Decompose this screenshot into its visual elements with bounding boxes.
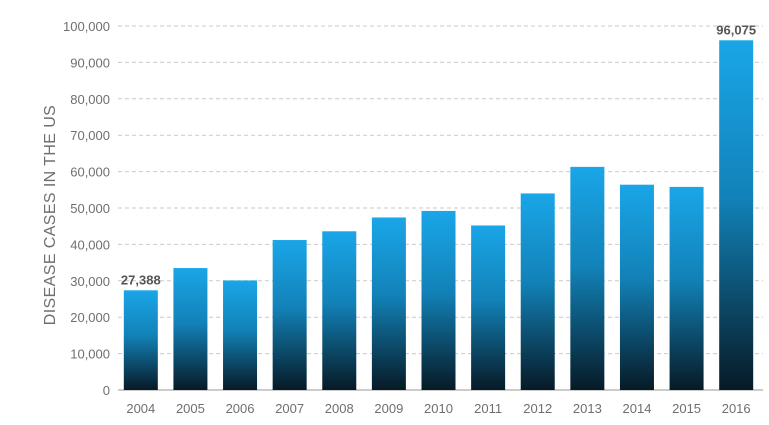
x-axis-ticks: 2004 2005 2006 2007 2008 2009 2010 2011 2012 2013… bbox=[126, 401, 750, 416]
y-tick-label: 0 bbox=[103, 383, 110, 398]
bar-2008 bbox=[322, 231, 357, 390]
x-tick-label: 2016 bbox=[722, 401, 751, 416]
bar-2010 bbox=[421, 210, 456, 390]
bar-2006 bbox=[223, 280, 258, 390]
bars bbox=[123, 40, 754, 391]
bar-2007 bbox=[272, 240, 307, 390]
y-tick-label: 50,000 bbox=[70, 201, 110, 216]
y-tick-label: 80,000 bbox=[70, 92, 110, 107]
data-label-2004: 27,388 bbox=[121, 272, 161, 287]
data-label-2016: 96,075 bbox=[716, 22, 756, 37]
x-tick-label: 2005 bbox=[176, 401, 205, 416]
bar-2005 bbox=[173, 268, 208, 390]
bar-2004 bbox=[123, 290, 158, 390]
bar-2009 bbox=[371, 217, 406, 390]
bar-2014 bbox=[619, 184, 654, 390]
x-tick-label: 2008 bbox=[325, 401, 354, 416]
x-tick-label: 2012 bbox=[523, 401, 552, 416]
y-tick-label: 90,000 bbox=[70, 55, 110, 70]
x-tick-label: 2004 bbox=[126, 401, 155, 416]
y-tick-label: 20,000 bbox=[70, 310, 110, 325]
data-labels: 27,388 96,075 bbox=[121, 22, 756, 287]
bar-2013 bbox=[570, 166, 605, 390]
y-tick-label: 60,000 bbox=[70, 165, 110, 180]
y-tick-label: 10,000 bbox=[70, 347, 110, 362]
x-tick-label: 2013 bbox=[573, 401, 602, 416]
x-tick-label: 2014 bbox=[623, 401, 652, 416]
x-tick-label: 2011 bbox=[474, 401, 502, 416]
bar-2012 bbox=[520, 193, 555, 390]
y-axis-ticks: 0 10,000 20,000 30,000 40,000 50,000 60,000 70,… bbox=[63, 19, 110, 398]
x-tick-label: 2010 bbox=[424, 401, 453, 416]
x-tick-label: 2009 bbox=[374, 401, 403, 416]
y-tick-label: 100,000 bbox=[63, 19, 110, 34]
bar-2016 bbox=[719, 40, 754, 391]
y-tick-label: 30,000 bbox=[70, 274, 110, 289]
bar-2015 bbox=[669, 186, 704, 390]
bar-2011 bbox=[471, 225, 506, 390]
y-axis-title: DISEASE CASES IN THE US bbox=[42, 105, 59, 326]
y-tick-label: 40,000 bbox=[70, 237, 110, 252]
x-tick-label: 2006 bbox=[226, 401, 255, 416]
y-tick-label: 70,000 bbox=[70, 128, 110, 143]
x-tick-label: 2015 bbox=[672, 401, 701, 416]
x-tick-label: 2007 bbox=[275, 401, 304, 416]
